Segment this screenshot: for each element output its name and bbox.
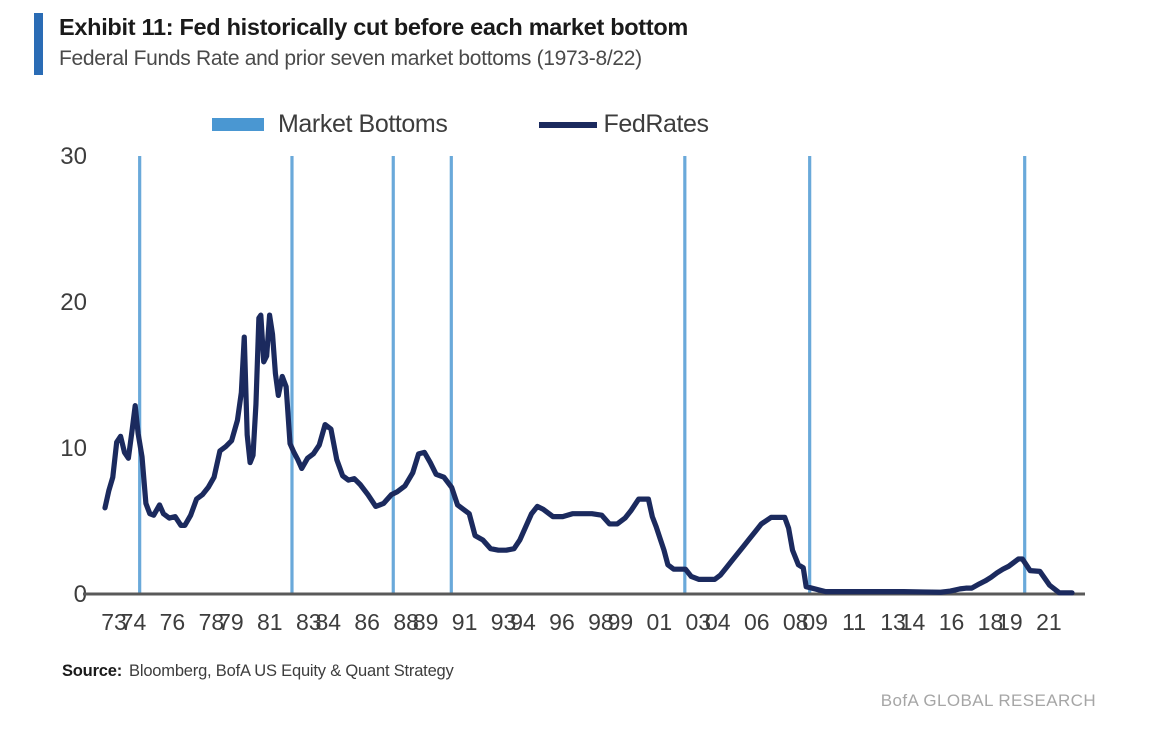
x-axis-tick-03: 03 — [686, 609, 712, 635]
series-line-fedrates — [102, 312, 1075, 596]
x-axis-tick-84: 84 — [315, 609, 341, 635]
x-axis-tick-89: 89 — [413, 609, 439, 635]
page-title: Exhibit 11: Fed historically cut before … — [59, 14, 689, 40]
x-axis-tick-74: 74 — [121, 609, 147, 635]
x-axis-tick-16: 16 — [939, 609, 965, 635]
x-axis-tick-88: 88 — [393, 609, 419, 635]
x-axis-tick-09: 09 — [802, 609, 828, 635]
legend-swatch-market-bottoms-icon — [212, 118, 264, 131]
accent-bar — [34, 13, 43, 75]
x-axis-tick-83: 83 — [296, 609, 322, 635]
y-axis-tick-0: 0 — [74, 581, 87, 608]
x-axis-tick-11: 11 — [842, 609, 866, 635]
header-text-block: Exhibit 11: Fed historically cut before … — [59, 12, 688, 74]
x-axis-tick-96: 96 — [549, 609, 575, 635]
x-axis-tick-21: 21 — [1036, 609, 1062, 635]
source-label: Source: — [62, 662, 123, 680]
research-credit: BofA GLOBAL RESEARCH — [880, 691, 1096, 710]
legend-swatch-fedrates-icon — [539, 121, 598, 128]
legend-item-market-bottoms: Market Bottoms — [212, 110, 448, 139]
x-axis-tick-14: 14 — [900, 609, 926, 635]
x-axis-tick-99: 99 — [608, 609, 634, 635]
page-subtitle: Federal Funds Rate and prior seven marke… — [59, 47, 642, 70]
legend-label-market-bottoms: Market Bottoms — [278, 110, 448, 138]
x-axis-tick-86: 86 — [354, 609, 380, 635]
chart-header: Exhibit 11: Fed historically cut before … — [34, 12, 1144, 75]
y-axis-tick-30: 30 — [60, 143, 87, 170]
y-axis-tick-20: 20 — [60, 289, 87, 316]
x-axis-tick-19: 19 — [997, 609, 1023, 635]
x-axis-tick-06: 06 — [744, 609, 770, 635]
y-axis-tick-10: 10 — [60, 435, 87, 462]
x-axis-tick-08: 08 — [783, 609, 809, 635]
x-axis-tick-98: 98 — [588, 609, 614, 635]
x-axis-tick-78: 78 — [199, 609, 225, 635]
x-axis-tick-81: 81 — [257, 609, 283, 635]
x-axis-tick-01: 01 — [647, 609, 673, 635]
x-axis-tick-76: 76 — [160, 609, 186, 635]
x-axis-tick-94: 94 — [510, 609, 536, 635]
x-axis-tick-04: 04 — [705, 609, 731, 635]
legend-item-fedrates: FedRates — [539, 110, 709, 139]
x-axis-tick-79: 79 — [218, 609, 244, 635]
x-axis-tick-13: 13 — [880, 609, 906, 635]
legend-label-fedrates: FedRates — [603, 110, 709, 138]
x-axis-tick-91: 91 — [452, 609, 478, 635]
x-axis-tick-18: 18 — [978, 609, 1004, 635]
chart-legend: Market Bottoms FedRates — [212, 110, 709, 139]
source-text: Bloomberg, BofA US Equity & Quant Strate… — [129, 662, 454, 680]
x-axis-tick-93: 93 — [491, 609, 517, 635]
x-axis-tick-73: 73 — [101, 609, 127, 635]
source-note: Source: Bloomberg, BofA US Equity & Quant… — [62, 662, 454, 681]
